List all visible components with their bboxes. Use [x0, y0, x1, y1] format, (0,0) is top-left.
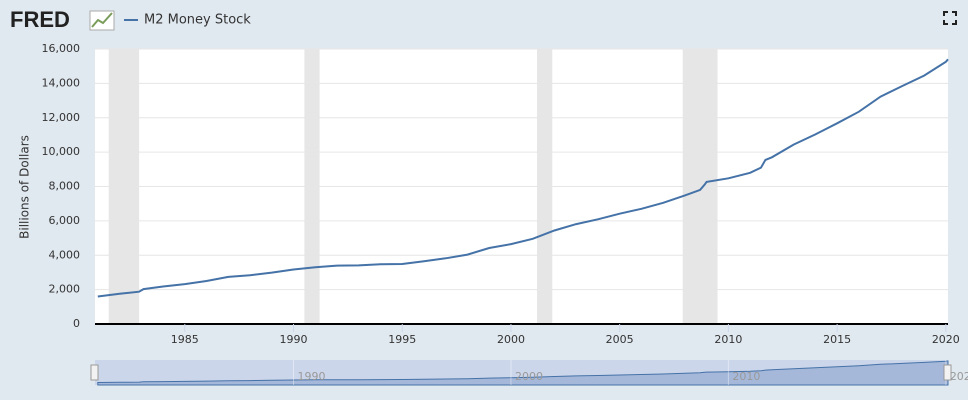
x-tick-label: 2005 — [606, 333, 634, 346]
x-tick-label: 1985 — [171, 333, 199, 346]
x-tick-label: 1990 — [280, 333, 308, 346]
legend-label[interactable]: M2 Money Stock — [144, 13, 251, 28]
x-tick-label: 1995 — [388, 333, 416, 346]
x-tick-label: 2020 — [932, 333, 960, 346]
y-tick-label: 6,000 — [49, 214, 81, 227]
y-tick-label: 14,000 — [42, 76, 81, 89]
navigator-tick-label: 2020 — [950, 370, 968, 383]
y-tick-label: 10,000 — [42, 145, 81, 158]
y-tick-label: 16,000 — [42, 42, 81, 55]
y-tick-label: 0 — [73, 317, 80, 330]
brand-logo[interactable]: FRED — [10, 7, 70, 32]
y-axis-title: Billions of Dollars — [18, 135, 32, 239]
navigator-tick-label: 1990 — [298, 370, 326, 383]
fullscreen-icon[interactable] — [943, 11, 957, 25]
navigator-tick-label: 2000 — [515, 370, 543, 383]
navigator-tick-label: 2010 — [732, 370, 760, 383]
y-tick-label: 4,000 — [49, 248, 81, 261]
y-tick-label: 8,000 — [49, 180, 81, 193]
x-tick-label: 2015 — [823, 333, 851, 346]
series-line — [97, 58, 949, 298]
y-tick-label: 12,000 — [42, 111, 81, 124]
y-tick-label: 2,000 — [49, 283, 81, 296]
navigator-handle[interactable] — [90, 364, 99, 381]
x-tick-label: 2000 — [497, 333, 525, 346]
x-tick-label: 2010 — [714, 333, 742, 346]
navigator-area — [97, 360, 949, 386]
logo-icon — [89, 10, 115, 31]
navigator-handle[interactable] — [943, 364, 952, 381]
